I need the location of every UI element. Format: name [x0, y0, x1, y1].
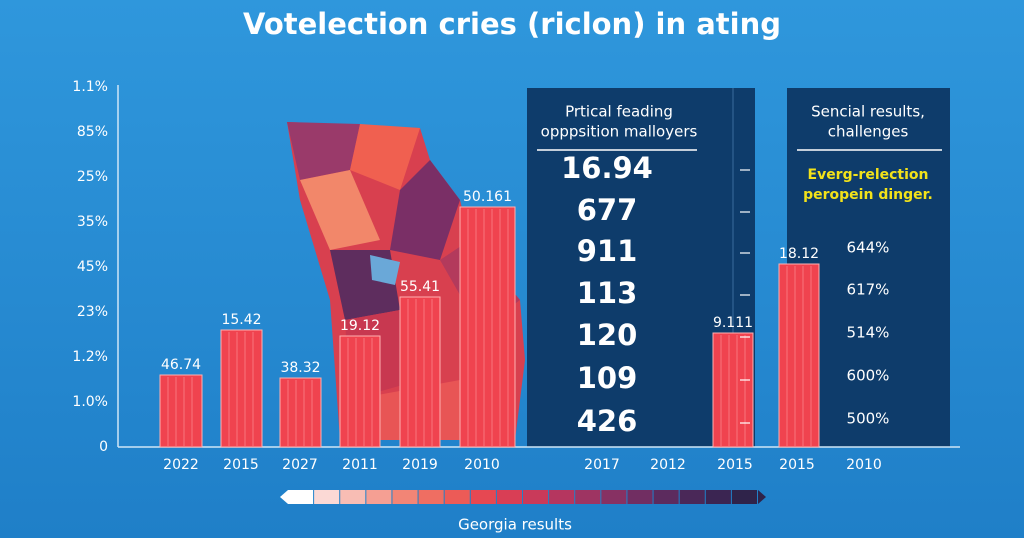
x-tick-label: 2011 — [342, 457, 378, 473]
scale-swatch — [575, 490, 601, 504]
scale-swatch — [679, 490, 705, 504]
scale-swatch — [653, 490, 679, 504]
bar — [159, 374, 203, 448]
panel-percent: 600% — [847, 367, 890, 385]
panel-heading: challenges — [828, 123, 909, 141]
bar-label: 46.74 — [161, 357, 201, 373]
panel-percent: 514% — [847, 324, 890, 342]
bar — [339, 335, 381, 448]
x-tick-label: 2012 — [650, 457, 686, 473]
x-tick-label: 2022 — [163, 457, 199, 473]
scale-swatch — [392, 490, 418, 504]
bar-label: 19.12 — [340, 318, 380, 334]
y-tick-label: 45% — [77, 259, 108, 275]
scale-swatch — [601, 490, 627, 504]
scale-swatch — [418, 490, 444, 504]
panel-value: 677 — [577, 193, 638, 227]
x-tick-label: 2019 — [402, 457, 438, 473]
y-tick-label: 1.0% — [72, 394, 108, 410]
scale-swatch — [627, 490, 653, 504]
x-tick-label: 2015 — [223, 457, 259, 473]
scale-tip — [280, 490, 288, 504]
x-tick-label: 2010 — [846, 457, 882, 473]
bar-label: 18.12 — [779, 246, 819, 262]
highlight-text: peropein dinger. — [803, 187, 933, 203]
panel-value: 120 — [577, 318, 638, 352]
scale-swatch — [314, 490, 340, 504]
x-tick-label: 2015 — [779, 457, 815, 473]
bar-label: 50.161 — [463, 189, 512, 205]
scale-swatch — [731, 490, 757, 504]
panel-value: 911 — [577, 234, 638, 268]
scale-swatch — [444, 490, 470, 504]
y-tick-label: 23% — [77, 304, 108, 320]
panel-heading: opppsition malloyers — [541, 123, 698, 141]
scale-swatch — [470, 490, 496, 504]
bar — [712, 332, 754, 448]
legend-caption: Georgia results — [458, 516, 572, 534]
bar — [399, 296, 441, 448]
scale-swatch — [340, 490, 366, 504]
bar — [778, 263, 820, 448]
panel-percent: 617% — [847, 281, 890, 299]
scale-swatch — [366, 490, 392, 504]
x-tick-label: 2015 — [717, 457, 753, 473]
bar — [279, 377, 322, 448]
scale-swatch — [496, 490, 522, 504]
highlight-text: Everg-relection — [808, 167, 929, 183]
bar-label: 38.32 — [280, 360, 320, 376]
panel-value: 426 — [577, 404, 638, 438]
chart-title: Votelection cries (riclon) in ating — [243, 7, 781, 41]
scale-swatch — [523, 490, 549, 504]
bar-label: 9.111 — [713, 315, 753, 331]
bar — [220, 329, 263, 448]
y-tick-label: 1.1% — [72, 79, 108, 95]
y-tick-label: 25% — [77, 169, 108, 185]
y-tick-label: 0 — [99, 439, 108, 455]
bar-label: 55.41 — [400, 279, 440, 295]
y-tick-label: 1.2% — [72, 349, 108, 365]
panel-percent: 644% — [847, 239, 890, 257]
panel-value: 109 — [577, 361, 638, 395]
panel-heading: Prtical feading — [565, 103, 673, 121]
panel-heading: Sencial results, — [811, 103, 925, 121]
bar-label: 15.42 — [221, 312, 261, 328]
scale-swatch — [288, 490, 314, 504]
panel-percent: 500% — [847, 410, 890, 428]
bar — [459, 206, 516, 448]
panel-value: 113 — [577, 276, 638, 310]
panel-value: 16.94 — [561, 151, 653, 185]
y-tick-label: 35% — [77, 214, 108, 230]
scale-tip — [758, 490, 766, 504]
x-tick-label: 2010 — [464, 457, 500, 473]
x-tick-label: 2017 — [584, 457, 620, 473]
y-tick-label: 85% — [77, 124, 108, 140]
scale-swatch — [549, 490, 575, 504]
x-tick-label: 2027 — [282, 457, 318, 473]
scale-swatch — [705, 490, 731, 504]
